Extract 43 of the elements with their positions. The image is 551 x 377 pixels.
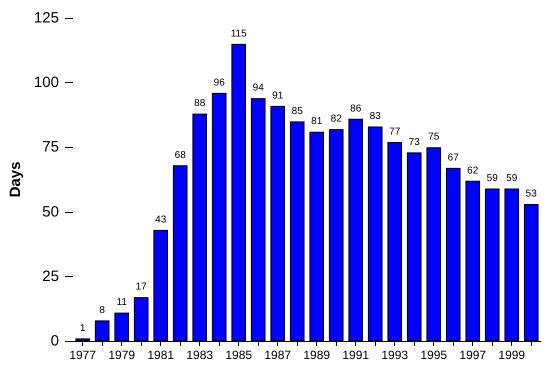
y-tick-label: 50 xyxy=(42,203,59,220)
data-label: 59 xyxy=(486,173,498,184)
y-tick-label: 100 xyxy=(34,74,59,92)
data-label: 67 xyxy=(448,152,460,164)
x-tick-label: 1977 xyxy=(69,348,96,362)
data-label: 1 xyxy=(80,322,86,334)
data-label: 59 xyxy=(506,173,518,184)
data-label: 115 xyxy=(230,28,248,40)
data-label: 91 xyxy=(272,90,284,102)
data-label: 73 xyxy=(408,136,420,148)
y-tick-label: 125 xyxy=(34,10,59,26)
y-axis-title: Days xyxy=(7,162,24,198)
data-label: 75 xyxy=(428,132,440,143)
data-label: 62 xyxy=(467,165,479,176)
data-label: 82 xyxy=(330,114,342,125)
data-label: 88 xyxy=(194,98,206,110)
data-label: 86 xyxy=(350,103,362,114)
data-label: 43 xyxy=(155,214,167,226)
data-label: 77 xyxy=(389,126,401,138)
x-tick-label: 1999 xyxy=(498,348,526,362)
data-label: 83 xyxy=(370,111,382,122)
data-label: 53 xyxy=(526,188,538,200)
x-tick-label: 1981 xyxy=(147,348,174,362)
x-tick-label: 1983 xyxy=(186,348,214,362)
y-tick-label: 25 xyxy=(42,268,59,285)
data-label: 94 xyxy=(252,82,264,94)
x-tick-label: 1985 xyxy=(225,348,252,362)
x-tick-label: 1987 xyxy=(264,348,292,362)
x-tick-label: 1991 xyxy=(342,348,370,362)
data-label: 85 xyxy=(292,106,304,117)
data-label: 17 xyxy=(136,282,148,293)
x-tick-label: 1989 xyxy=(303,348,330,362)
data-label: 81 xyxy=(311,116,323,128)
y-tick-label: 0 xyxy=(50,332,59,350)
data-label: 96 xyxy=(214,77,226,88)
data-label: 8 xyxy=(99,304,106,316)
x-tick-label: 1997 xyxy=(459,348,486,362)
x-tick-label: 1979 xyxy=(108,348,136,362)
data-label: 68 xyxy=(174,150,186,161)
y-tick-label: 75 xyxy=(42,138,59,156)
data-label: 11 xyxy=(116,297,128,308)
x-tick-label: 1993 xyxy=(381,348,408,362)
x-tick-label: 1995 xyxy=(420,348,448,362)
